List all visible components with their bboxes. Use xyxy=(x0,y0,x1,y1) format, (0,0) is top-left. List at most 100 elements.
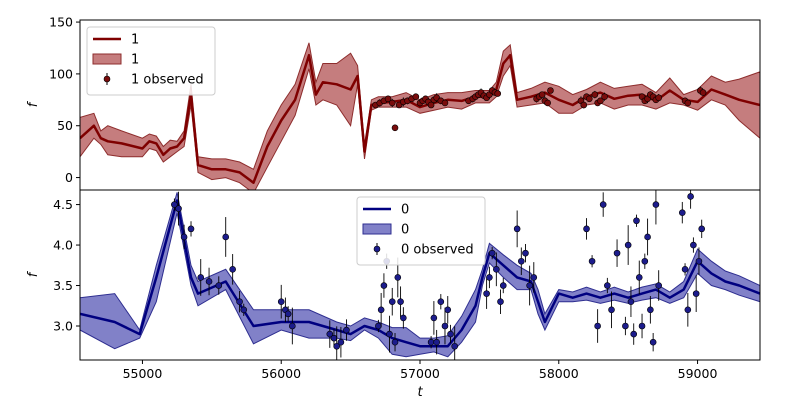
x-tick-label: 55000 xyxy=(123,366,163,381)
observed-point xyxy=(635,274,643,281)
observed-point xyxy=(644,233,651,241)
observed-point xyxy=(412,93,420,101)
observed-point xyxy=(494,90,502,97)
y-tick-label: 100 xyxy=(49,66,73,81)
observed-point xyxy=(599,201,607,208)
observed-point xyxy=(205,278,213,285)
top-panel: 0 50 100 150 f 1 1 1 observed xyxy=(26,15,761,191)
confidence-band xyxy=(80,192,760,358)
observed-point xyxy=(386,330,393,338)
x-tick-label: 59000 xyxy=(678,366,718,381)
observed-point xyxy=(633,217,640,225)
observed-point xyxy=(441,99,449,107)
observed-point xyxy=(513,225,521,233)
observed-point xyxy=(684,306,692,314)
observed-point xyxy=(522,249,529,257)
observed-point xyxy=(613,249,621,257)
y-axis-label: f xyxy=(26,270,41,277)
observed-point xyxy=(175,205,182,212)
x-tick-label: 57000 xyxy=(400,366,440,381)
observed-point xyxy=(337,338,345,346)
observed-point xyxy=(641,257,649,265)
observed-point xyxy=(678,209,686,216)
legend-label: 1 xyxy=(131,33,139,48)
x-tick-label: 56000 xyxy=(261,366,301,381)
observed-point xyxy=(687,193,694,200)
observed-point xyxy=(394,274,402,281)
observed-point xyxy=(583,225,590,233)
observed-point xyxy=(547,87,554,94)
observed-point xyxy=(222,233,230,241)
observed-point xyxy=(586,95,593,103)
observed-point xyxy=(684,99,692,107)
observed-point xyxy=(187,225,195,233)
observed-point xyxy=(690,241,697,249)
observed-point xyxy=(236,298,243,306)
observed-point xyxy=(526,282,533,289)
observed-point xyxy=(624,241,632,249)
legend-label: 0 xyxy=(401,203,409,218)
observed-point xyxy=(444,306,452,314)
observed-point xyxy=(427,338,435,346)
observed-point xyxy=(604,282,611,289)
observed-point xyxy=(544,99,551,107)
observed-point xyxy=(588,257,596,265)
observed-point xyxy=(530,274,538,281)
observed-point xyxy=(647,306,654,314)
observed-point xyxy=(384,95,392,103)
observed-point xyxy=(638,322,646,330)
observed-point xyxy=(655,94,662,102)
observed-point xyxy=(284,310,292,318)
y-tick-label: 4.5 xyxy=(53,197,73,212)
observed-point xyxy=(630,330,638,338)
observed-point xyxy=(499,282,507,289)
y-tick-label: 0 xyxy=(65,170,73,185)
observed-point xyxy=(430,314,438,322)
observed-point xyxy=(326,330,334,338)
observed-point xyxy=(240,306,248,314)
y-tick-label: 150 xyxy=(49,15,73,30)
y-tick-label: 3.0 xyxy=(53,319,73,334)
observed-point xyxy=(652,201,660,208)
legend-label: 1 observed xyxy=(131,73,204,88)
legend-frame xyxy=(356,196,486,266)
observed-point xyxy=(692,290,700,297)
observed-point xyxy=(388,99,396,107)
legend-frame xyxy=(86,26,216,96)
observed-point xyxy=(608,306,615,314)
observed-point xyxy=(622,322,629,330)
observed-point xyxy=(433,338,440,346)
legend-point-swatch xyxy=(373,245,381,253)
observed-point xyxy=(649,338,657,346)
observed-point xyxy=(488,249,496,257)
observed-point xyxy=(538,91,546,98)
observed-point xyxy=(180,233,188,241)
legend-point-swatch xyxy=(103,75,111,83)
observed-point xyxy=(171,201,178,208)
observed-point xyxy=(447,330,454,338)
y-tick-label: 4.0 xyxy=(53,238,73,253)
observed-point xyxy=(627,298,635,306)
observed-point xyxy=(388,298,396,306)
y-tick-label: 50 xyxy=(57,118,73,133)
observed-point xyxy=(655,282,662,289)
observed-point xyxy=(400,314,407,322)
observed-point xyxy=(698,225,706,233)
observed-point xyxy=(229,266,236,273)
mean-line xyxy=(80,199,760,348)
observed-point xyxy=(601,93,608,101)
observed-point xyxy=(277,298,285,306)
plot-area xyxy=(80,42,760,190)
y-tick-label: 3.5 xyxy=(53,278,73,293)
confidence-band xyxy=(80,42,760,190)
observed-point xyxy=(377,306,385,314)
legend: 0 0 0 observed xyxy=(356,196,486,266)
observed-point xyxy=(695,257,703,265)
observed-point xyxy=(441,322,449,330)
observed-point xyxy=(594,322,601,330)
observed-point xyxy=(380,282,388,289)
observed-point xyxy=(437,298,445,306)
observed-point xyxy=(289,322,296,330)
observed-point xyxy=(333,342,341,350)
